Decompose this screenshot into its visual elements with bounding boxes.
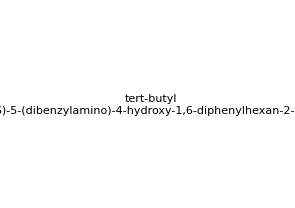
Text: tert-butyl N-[(2S,4S,5S)-5-(dibenzylamino)-4-hydroxy-1,6-diphenylhexan-2-yl]carb: tert-butyl N-[(2S,4S,5S)-5-(dibenzylamin… (0, 94, 295, 116)
